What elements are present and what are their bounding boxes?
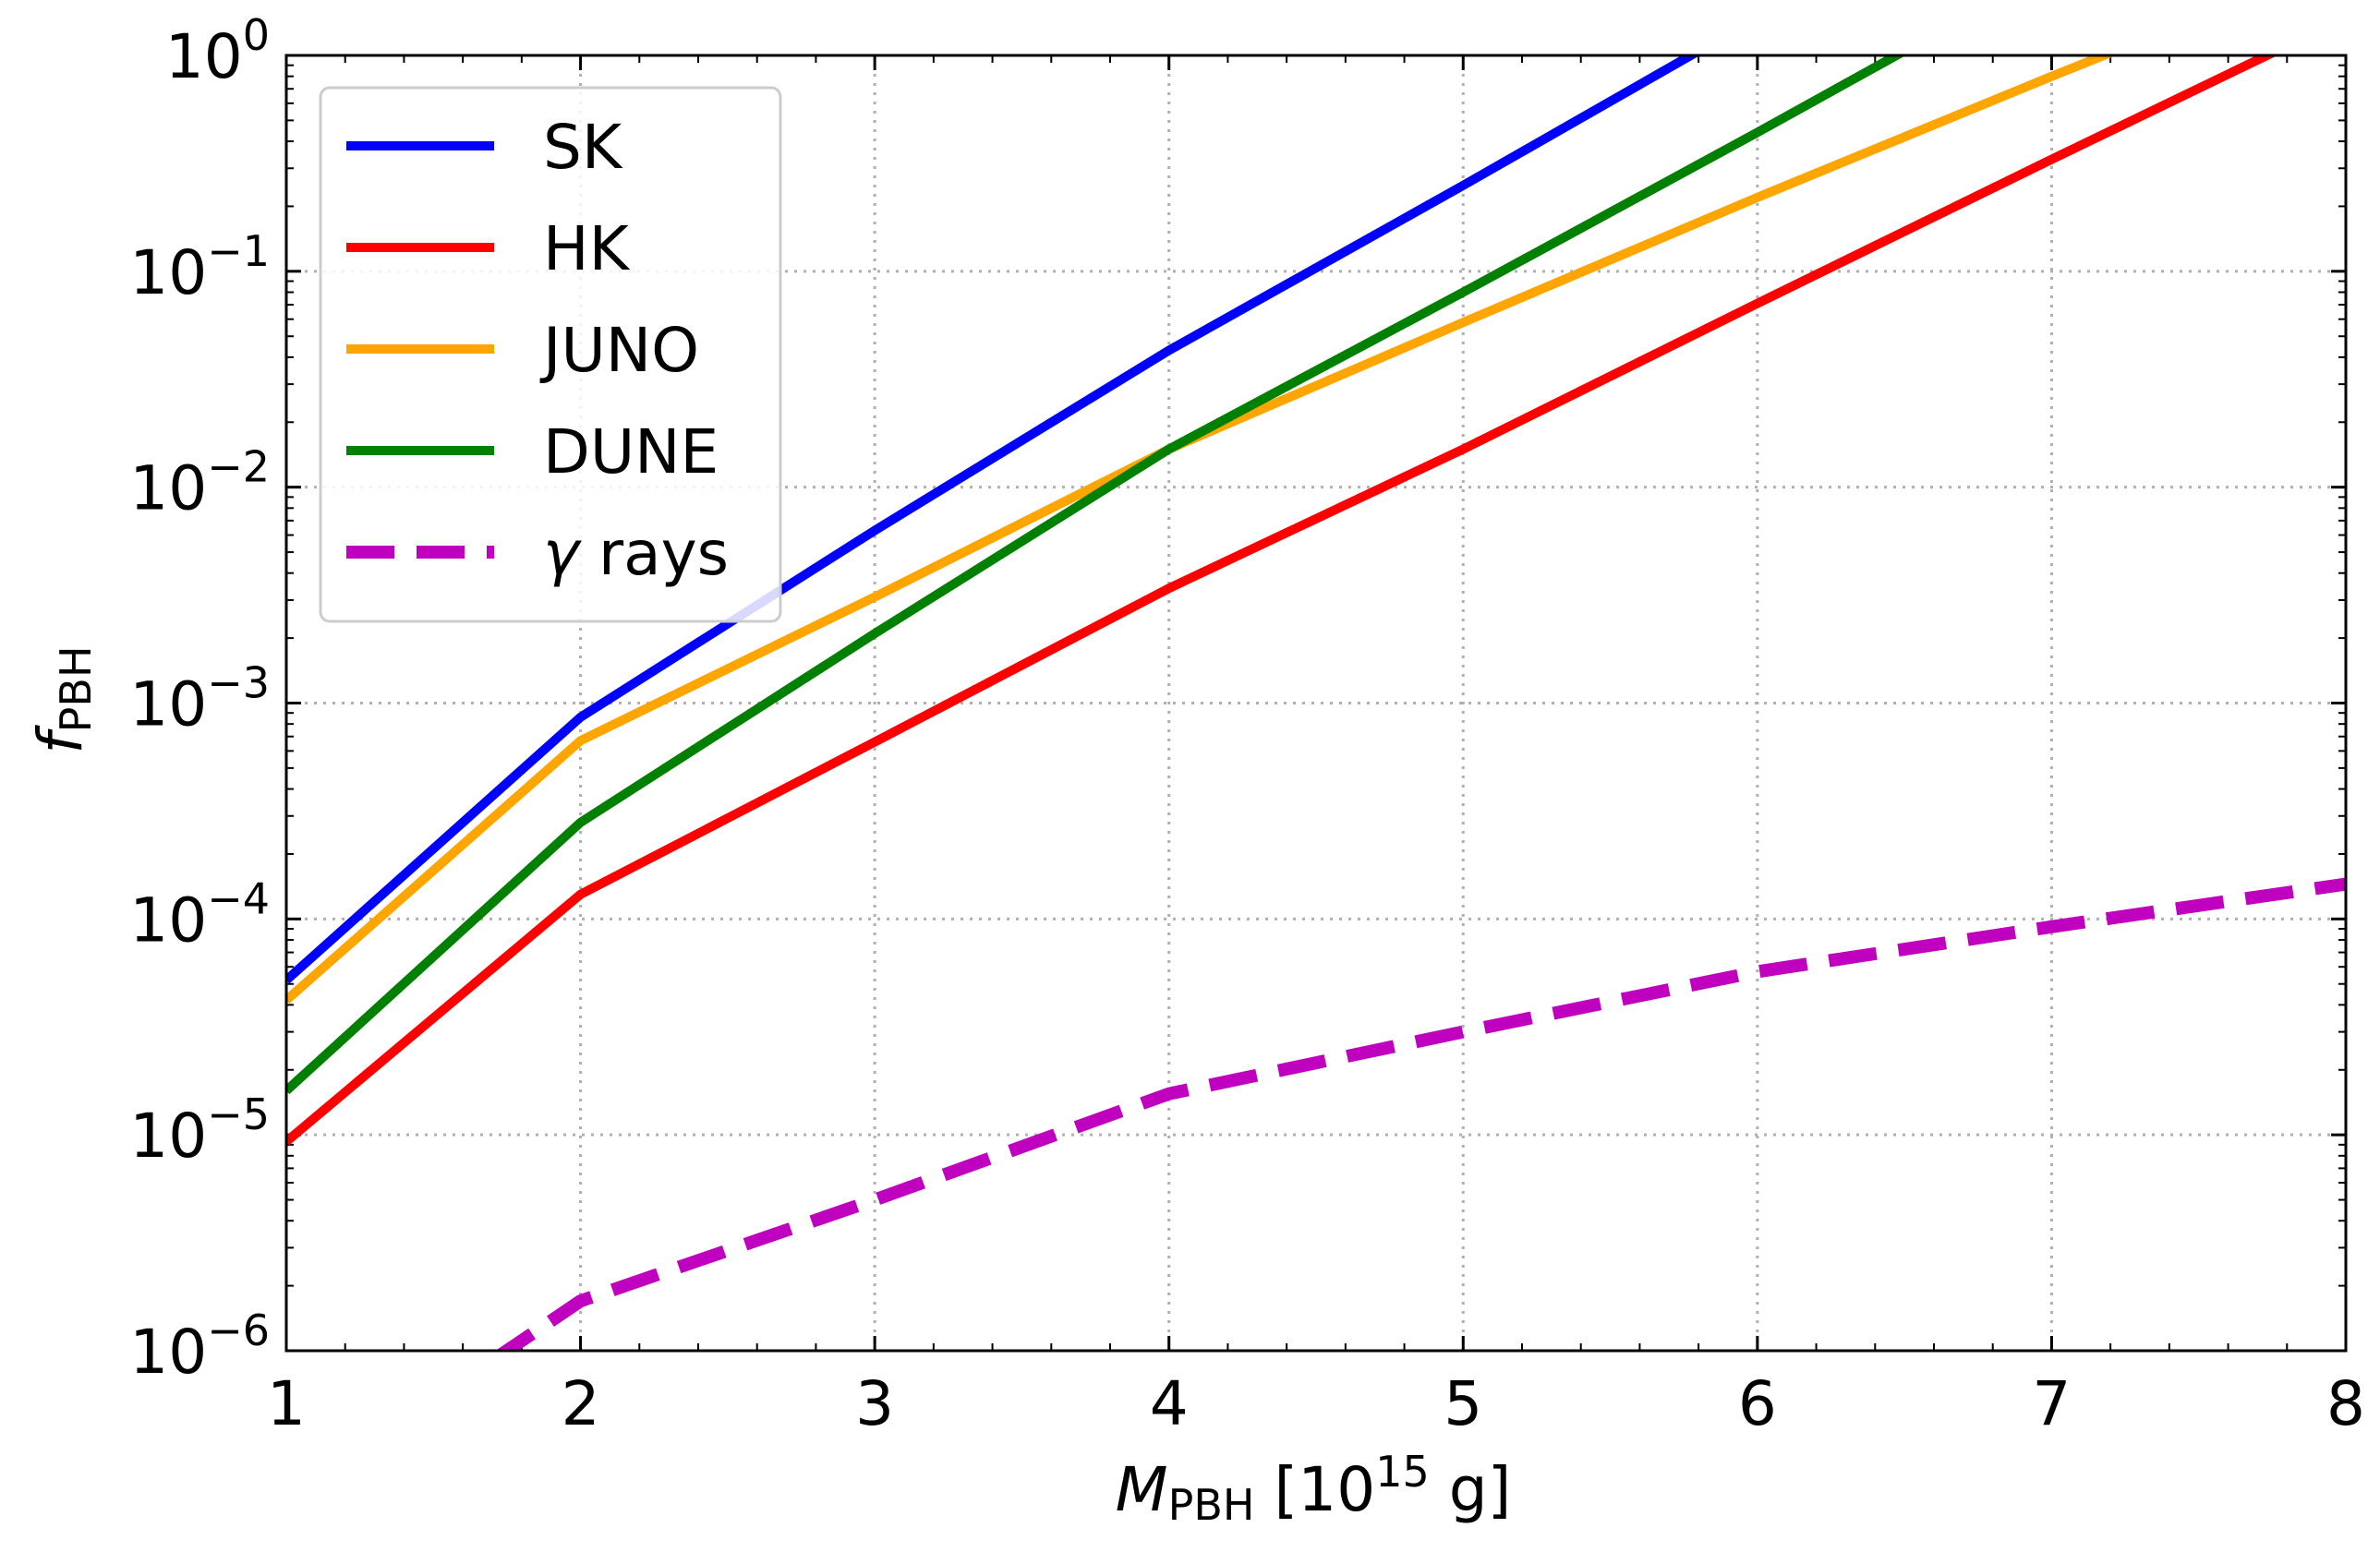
- x-axis-label-rest: [10: [1254, 1454, 1375, 1525]
- y-tick-label-base: 10: [129, 1101, 207, 1172]
- x-tick-label: 3: [855, 1368, 894, 1439]
- x-axis-label: MPBH [1015 g]: [1116, 1447, 1512, 1530]
- y-tick-label: 10−2: [129, 442, 270, 524]
- x-tick-label: 6: [1738, 1368, 1777, 1439]
- y-tick-label: 10−5: [129, 1089, 270, 1172]
- legend-label-symbol: γ: [543, 518, 582, 589]
- legend-label-rest: rays: [579, 518, 729, 589]
- x-axis-label-sup: 15: [1375, 1447, 1430, 1497]
- legend-label: SK: [543, 112, 623, 183]
- x-axis-label-main: M: [1116, 1454, 1168, 1525]
- y-tick-label-base: 10: [165, 21, 243, 92]
- y-tick-label-base: 10: [129, 669, 207, 740]
- y-tick-label-exp: −2: [207, 442, 270, 492]
- legend-label: HK: [543, 213, 631, 284]
- plot-frame: [284, 54, 2348, 1353]
- legend-label: DUNE: [543, 416, 719, 487]
- x-tick-labels: 1 2 3 4 5 6 7 8: [267, 1368, 2365, 1439]
- y-tick-label-exp: −3: [207, 658, 270, 708]
- x-tick-label: 5: [1444, 1368, 1482, 1439]
- y-tick-label-base: 10: [129, 237, 207, 308]
- y-tick-label-base: 10: [129, 453, 207, 524]
- series-line-sk: [286, 55, 1700, 984]
- legend-box: [319, 86, 782, 623]
- y-tick-label: 100: [165, 10, 270, 92]
- legend-label: γ rays: [543, 518, 729, 589]
- x-tick-label: 8: [2326, 1368, 2365, 1439]
- y-tick-label: 10−3: [129, 658, 270, 740]
- x-tick-label: 7: [2032, 1368, 2071, 1439]
- y-tick-label-base: 10: [129, 884, 207, 956]
- legend-items: SK HK JUNO DUNE γ rays: [346, 112, 729, 589]
- y-tick-label-exp: −4: [207, 873, 270, 923]
- y-tick-label-exp: −5: [207, 1089, 270, 1139]
- series-line-dune: [286, 55, 1906, 1095]
- y-tick-label: 10−1: [129, 226, 270, 308]
- x-tick-label: 2: [562, 1368, 600, 1439]
- x-axis-label-sub: PBH: [1168, 1480, 1255, 1530]
- series-lines: [286, 55, 2346, 1351]
- legend-label: JUNO: [539, 315, 699, 386]
- y-tick-label-base: 10: [129, 1317, 207, 1388]
- series-line-juno: [286, 55, 2117, 1005]
- x-tick-label: 1: [267, 1368, 306, 1439]
- y-axis-label-sub: PBH: [51, 645, 101, 732]
- x-axis-label-unit: g]: [1430, 1454, 1512, 1525]
- legend: SK HK JUNO DUNE γ rays: [319, 86, 782, 623]
- series-line-hk: [286, 55, 2278, 1146]
- y-tick-label-exp: 0: [243, 10, 270, 60]
- y-tick-label-exp: −6: [207, 1305, 270, 1355]
- y-tick-label: 10−6: [129, 1305, 270, 1388]
- y-tick-label: 10−4: [129, 873, 270, 956]
- x-tick-label: 4: [1150, 1368, 1189, 1439]
- y-tick-label-exp: −1: [207, 226, 270, 276]
- series-line-rays: [495, 877, 2346, 1351]
